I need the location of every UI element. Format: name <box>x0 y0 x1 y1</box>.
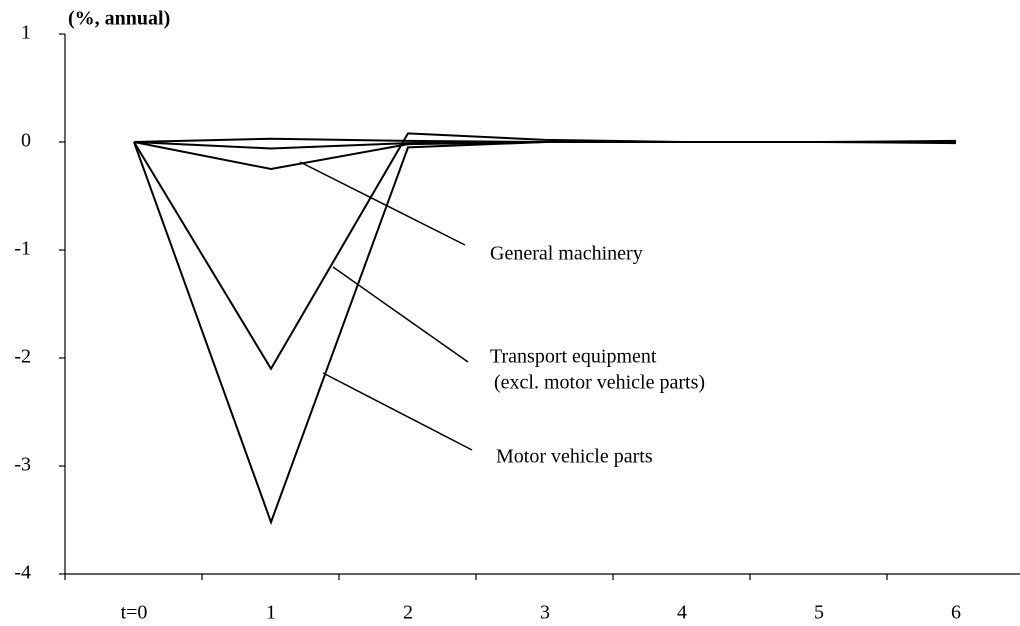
leaders <box>299 161 473 451</box>
series-line <box>133 141 956 171</box>
annotation: General machinery <box>490 243 643 265</box>
y-tick-label: 0 <box>21 130 31 152</box>
x-tick-label: 4 <box>677 602 687 624</box>
leader-line <box>299 161 466 246</box>
annotation: (excl. motor vehicle parts) <box>494 372 705 394</box>
x-tick-label: 2 <box>403 602 413 624</box>
y-tick-label: -3 <box>14 454 31 476</box>
annotation: Motor vehicle parts <box>496 446 653 468</box>
y-tick-label: 1 <box>21 22 31 44</box>
x-tick-label: 1 <box>266 602 276 624</box>
y-tick-label: -1 <box>14 238 31 260</box>
y-unit-label: (%, annual) <box>68 8 170 30</box>
x-tick-label: 6 <box>951 602 961 624</box>
series-line <box>133 141 957 150</box>
annotation: Transport equipment <box>490 346 657 368</box>
y-tick-label: -2 <box>14 346 31 368</box>
y-tick-label: -4 <box>14 562 31 584</box>
x-tick-label: t=0 <box>121 602 148 624</box>
x-tick-label: 3 <box>540 602 550 624</box>
x-tick-label: 5 <box>814 602 824 624</box>
leader-line <box>322 372 473 451</box>
leader-line <box>332 266 469 363</box>
